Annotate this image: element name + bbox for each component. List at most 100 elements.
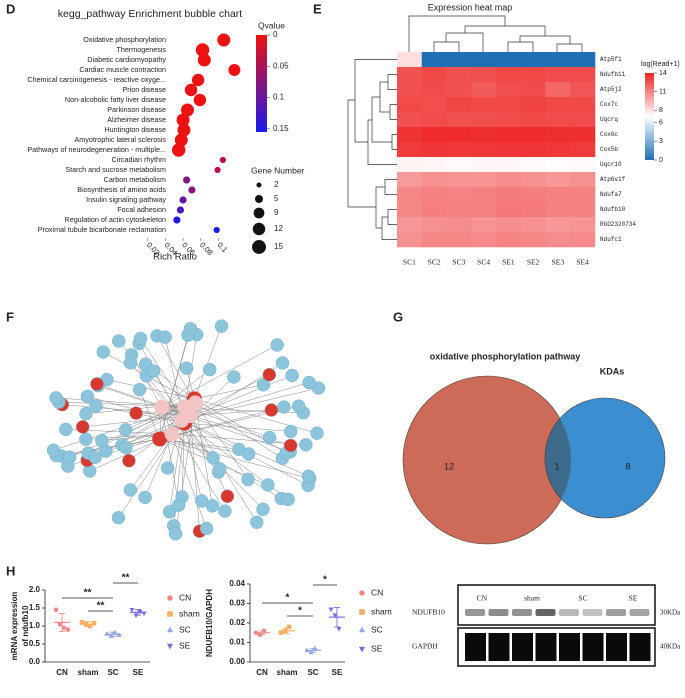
heat-cell (421, 142, 447, 158)
data-point (104, 631, 110, 636)
heat-cell (570, 217, 596, 233)
network-node (241, 447, 256, 461)
x-tick-label: CN (256, 668, 268, 677)
heat-cell (496, 112, 522, 128)
heat-cell (397, 157, 423, 173)
column-label: SC1 (403, 258, 416, 267)
legend-label: CN (179, 592, 191, 602)
network-node (250, 515, 264, 529)
heat-cell (421, 127, 447, 143)
network-edge (156, 335, 196, 404)
heat-cell (471, 142, 497, 158)
heat-cell (545, 97, 571, 113)
chart-title: Expression heat map (428, 2, 513, 12)
x-tick-label: SC (107, 668, 118, 677)
blot-band (629, 609, 650, 616)
heat-cell (421, 82, 447, 98)
chart-title: kegg_pathway Enrichment bubble chart (58, 8, 243, 20)
heat-cell (446, 97, 472, 113)
colorbar-tick-label: 11 (659, 88, 666, 95)
network-node (214, 319, 229, 333)
data-point (336, 627, 342, 632)
network-node (285, 368, 299, 383)
row-dendrogram (347, 59, 397, 240)
blot-band (465, 633, 486, 661)
y-tick-label: 0.02 (229, 618, 245, 627)
heat-cell (520, 172, 546, 188)
size-legend-bubble (254, 194, 264, 204)
column-label: SC4 (477, 258, 490, 267)
legend-label: sham (179, 608, 200, 618)
blot-size-label: 30KDa (660, 609, 681, 617)
category-label: Thermogenesis (116, 45, 166, 54)
row-label: Atp5f1 (600, 56, 622, 63)
colorbar-tick-label: 0.05 (273, 61, 289, 70)
size-legend-bubble (253, 207, 265, 219)
lane-label: SE (629, 594, 638, 603)
network-edge (184, 406, 270, 438)
column-label: SE1 (502, 258, 515, 267)
size-legend-label: 9 (274, 208, 279, 217)
data-point (312, 645, 318, 651)
network-edge (140, 338, 186, 407)
size-legend-label: 5 (274, 194, 279, 203)
heat-cell (545, 67, 571, 83)
heat-cell (446, 217, 472, 233)
network-node (122, 454, 136, 468)
row-label: RGD2320734 (600, 221, 636, 228)
category-label: Proximal tubule bicarbonate reclamation (38, 225, 166, 234)
network-node (158, 330, 172, 344)
network-node (123, 356, 138, 370)
heat-cell (496, 52, 522, 68)
heat-cell (397, 67, 423, 83)
network-node (213, 462, 227, 476)
bubble (183, 176, 191, 184)
data-point (65, 627, 71, 632)
data-point (278, 630, 284, 636)
network-node (46, 443, 61, 457)
blot-band (535, 633, 557, 661)
panel-letter: F (6, 309, 14, 324)
network-node (179, 361, 194, 375)
heat-cell (570, 82, 596, 98)
x-tick-label: SE (332, 668, 343, 677)
colorbar (256, 35, 267, 132)
network-edge (184, 422, 203, 502)
y-tick-label: 1.0 (29, 621, 41, 630)
colorbar-tick-label: 0 (659, 157, 663, 164)
error-bar (85, 621, 91, 628)
network-node (118, 423, 133, 437)
heat-cell (446, 67, 472, 83)
y-tick-label: 0.04 (229, 579, 245, 588)
network-edge (194, 326, 222, 399)
row-label: Ndufa7 (600, 191, 622, 198)
category-label: Chemical carcinogenesis - reactive oxyge… (27, 75, 166, 84)
network-node (138, 490, 152, 505)
heat-cell (545, 112, 571, 128)
heat-cell (397, 82, 423, 98)
network-node (264, 403, 279, 417)
heat-cell (520, 142, 546, 158)
network-node (123, 483, 138, 497)
error-bar (334, 606, 340, 628)
row-label: Atp6v1f (600, 176, 626, 183)
heat-cell (520, 217, 546, 233)
colorbar-title: log(Read+1) (641, 61, 680, 68)
blot-band (629, 633, 651, 661)
error-bar (259, 630, 265, 636)
heat-cell (397, 52, 423, 68)
heat-cell (397, 97, 423, 113)
network-edge (82, 415, 191, 428)
blot-band (559, 633, 580, 661)
y-tick-label: 0.5 (29, 639, 41, 648)
network-node (89, 399, 103, 413)
network-node (302, 375, 316, 390)
network-node (88, 450, 102, 464)
set-count: 8 (625, 461, 630, 471)
y-axis-label: mRNA expression (10, 592, 19, 661)
bubble (184, 83, 198, 97)
blot-band (488, 633, 510, 661)
network-hub (152, 431, 168, 447)
heat-cell (570, 157, 596, 173)
network-node (256, 502, 270, 516)
